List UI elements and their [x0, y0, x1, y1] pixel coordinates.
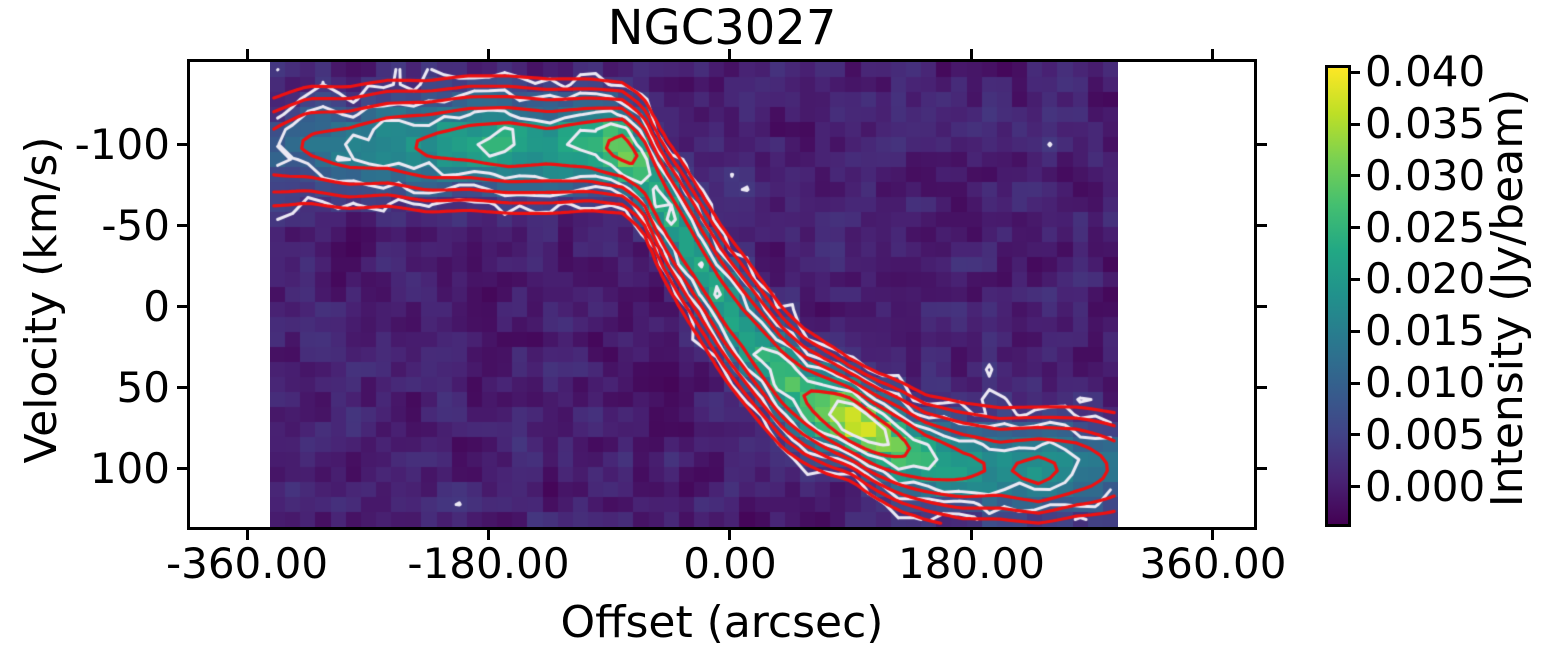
x-axis-label: Offset (arcsec) — [560, 597, 884, 648]
colorbar-tick-mark — [1351, 485, 1360, 489]
colorbar-tick-label: 0.015 — [1365, 306, 1486, 356]
y-tick-label: -100 — [74, 119, 170, 169]
colorbar-tick-mark — [1351, 226, 1360, 230]
colorbar — [1325, 65, 1351, 527]
colorbar-tick-label: 0.010 — [1365, 358, 1486, 407]
colorbar-tick-mark — [1351, 277, 1360, 281]
tick-mark — [177, 224, 190, 228]
tick-mark — [245, 527, 249, 540]
colorbar-tick-label: 0.030 — [1365, 150, 1486, 200]
colorbar-tick-mark — [1351, 329, 1360, 333]
tick-mark — [1254, 143, 1267, 147]
tick-mark — [969, 527, 973, 540]
colorbar-tick-mark — [1351, 70, 1360, 74]
tick-mark — [1254, 224, 1267, 228]
colorbar-tick-label: 0.025 — [1365, 202, 1486, 252]
y-tick-label: 100 — [89, 443, 170, 493]
tick-mark — [1254, 467, 1267, 471]
colorbar-tick-label: 0.005 — [1365, 409, 1486, 459]
colorbar-tick-mark — [1351, 122, 1360, 126]
y-tick-label: 50 — [116, 362, 170, 412]
tick-mark — [177, 305, 190, 309]
tick-mark — [1211, 527, 1215, 540]
colorbar-tick-mark — [1351, 174, 1360, 178]
tick-mark — [969, 49, 973, 62]
x-tick-label: -180.00 — [407, 539, 570, 588]
colorbar-tick-label: 0.000 — [1365, 461, 1486, 511]
plot-title: NGC3027 — [607, 0, 837, 56]
x-tick-label: 0.00 — [683, 539, 777, 588]
tick-mark — [177, 143, 190, 147]
x-tick-label: 180.00 — [897, 539, 1045, 588]
colorbar-tick-label: 0.035 — [1365, 99, 1486, 149]
y-tick-label: 0 — [143, 281, 170, 331]
y-tick-label: -50 — [101, 200, 170, 250]
tick-mark — [1254, 305, 1267, 309]
pv-heatmap-canvas — [270, 62, 1118, 527]
tick-mark — [1254, 386, 1267, 390]
x-tick-label: 360.00 — [1139, 539, 1287, 588]
colorbar-tick-label: 0.020 — [1365, 254, 1486, 304]
tick-mark — [177, 467, 190, 471]
tick-mark — [177, 386, 190, 390]
tick-mark — [245, 49, 249, 62]
colorbar-label: Intensity (Jy/beam) — [1482, 88, 1533, 508]
tick-mark — [486, 49, 490, 62]
tick-mark — [728, 527, 732, 540]
colorbar-tick-mark — [1351, 433, 1360, 437]
tick-mark — [1211, 49, 1215, 62]
colorbar-gradient — [1328, 68, 1348, 524]
colorbar-tick-mark — [1351, 381, 1360, 385]
colorbar-tick-label: 0.040 — [1365, 47, 1486, 97]
x-tick-label: -360.00 — [165, 539, 329, 588]
tick-mark — [728, 49, 732, 62]
tick-mark — [486, 527, 490, 540]
plot-area — [190, 62, 1254, 527]
